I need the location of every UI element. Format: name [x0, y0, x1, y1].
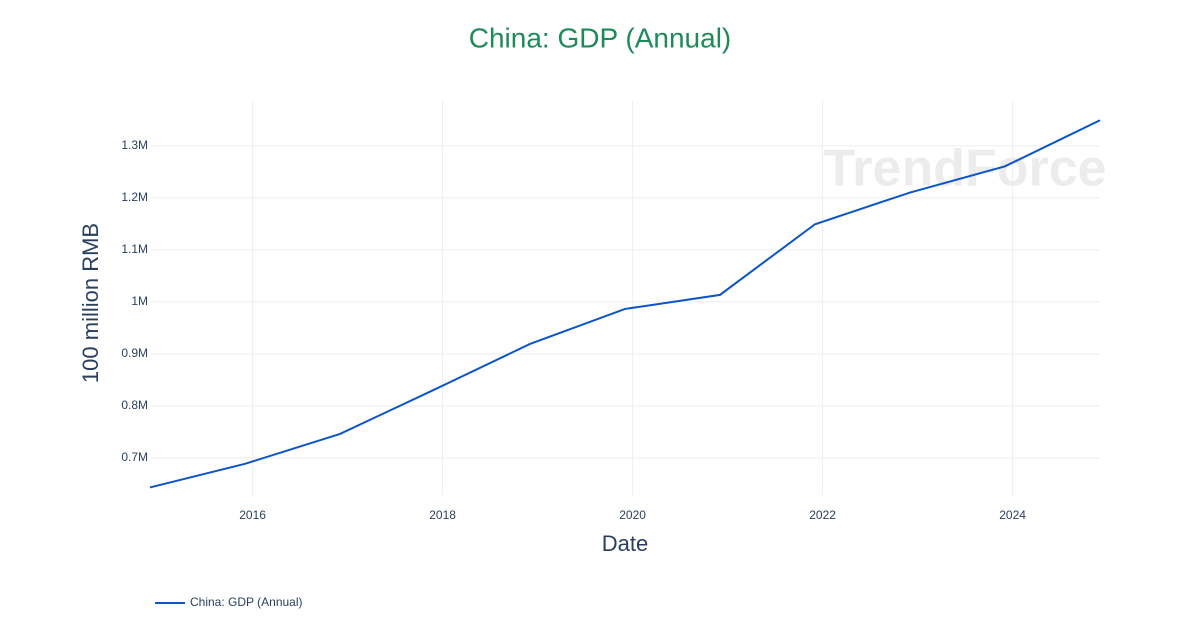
x-tick-label: 2016 [239, 508, 266, 522]
data-line [149, 119, 1101, 489]
x-axis-title: Date [602, 531, 648, 556]
y-tick-label: 1.3M [121, 138, 148, 152]
legend-label: China: GDP (Annual) [190, 595, 303, 609]
watermark: TrendForce [823, 140, 1106, 198]
y-tick-label: 0.9M [121, 346, 148, 360]
y-tick-label: 0.8M [121, 398, 148, 412]
x-tick-label: 2018 [429, 508, 456, 522]
y-tick-label: 0.7M [121, 450, 148, 464]
x-tick-label: 2024 [999, 508, 1026, 522]
chart-title: China: GDP (Annual) [469, 22, 732, 53]
x-tick-label: 2020 [619, 508, 646, 522]
y-tick-label: 1.1M [121, 242, 148, 256]
y-tick-label: 1M [131, 294, 148, 308]
y-tick-label: 1.2M [121, 190, 148, 204]
x-tick-label: 2022 [809, 508, 836, 522]
y-axis-title: 100 million RMB [78, 223, 103, 383]
